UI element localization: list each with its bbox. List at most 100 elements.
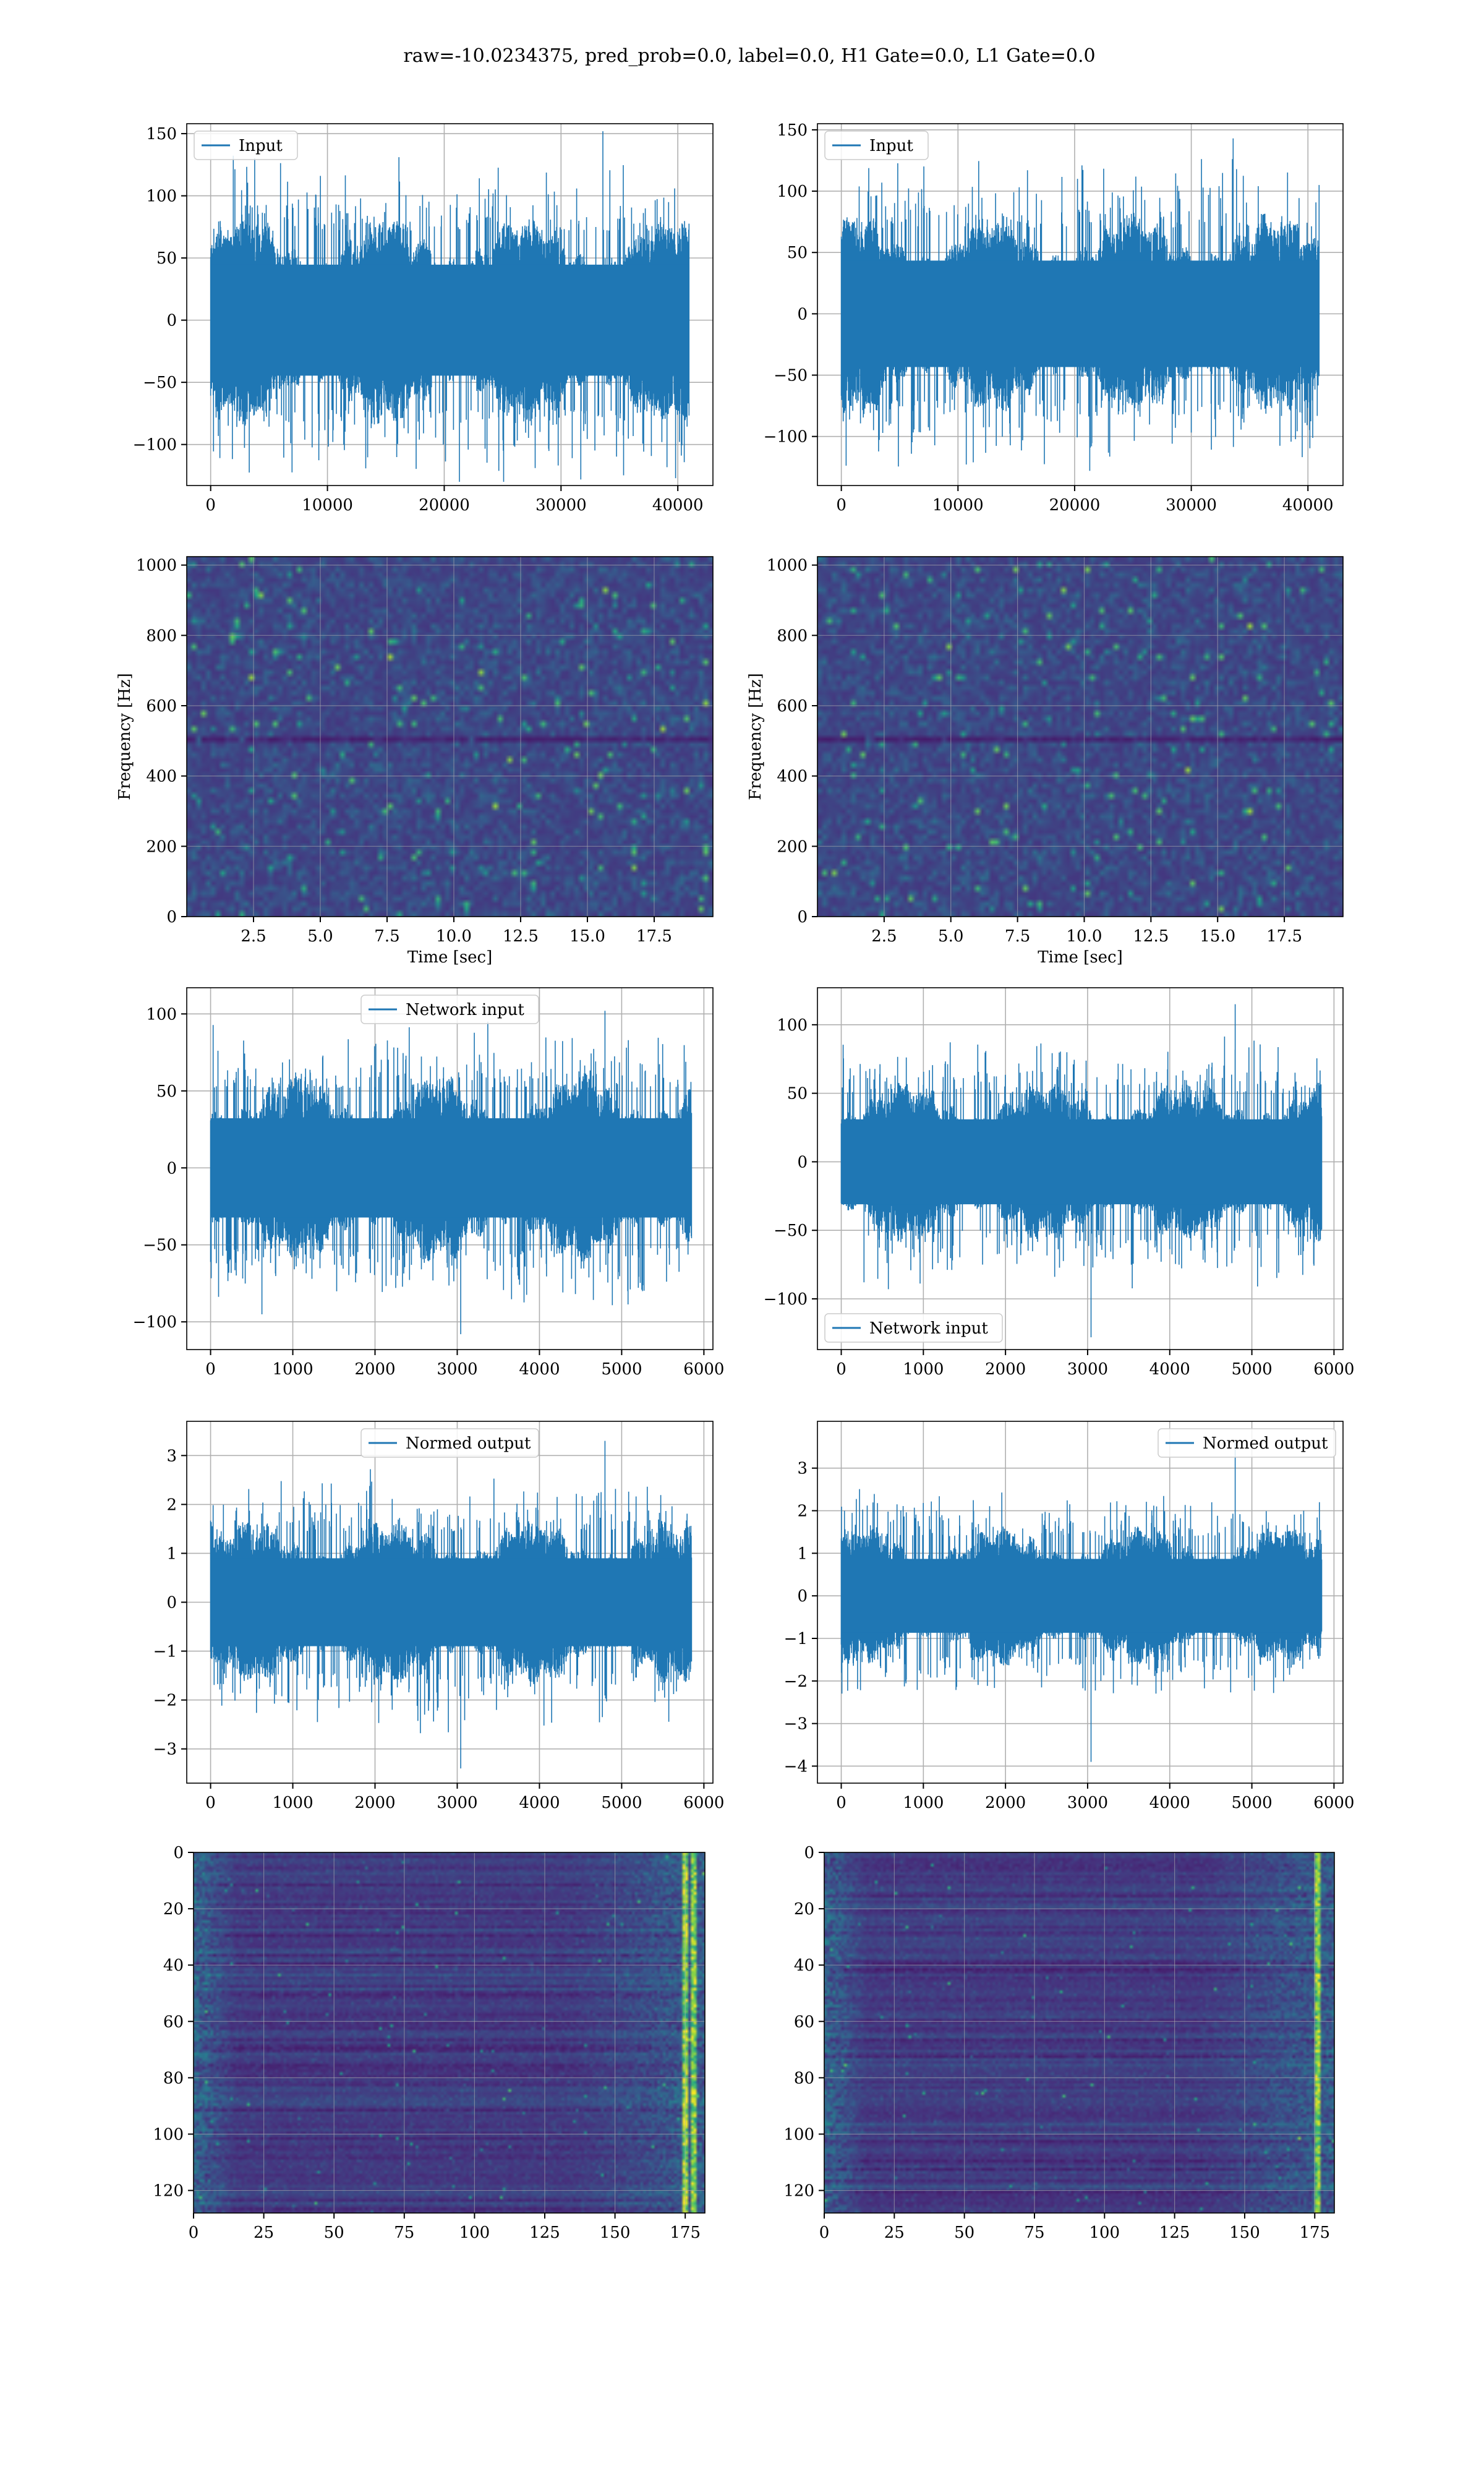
axes-frame <box>824 1852 1335 2214</box>
x-axis-label: Time [sec] <box>1038 948 1123 967</box>
series-core-band <box>841 260 1320 367</box>
x-tick-label: 0 <box>836 1794 846 1812</box>
y-tick-label: 800 <box>777 627 808 645</box>
y-axis-label: Frequency [Hz] <box>116 673 134 800</box>
y-tick-label: 0 <box>797 908 808 927</box>
series-core-band <box>210 264 689 376</box>
x-tick-label: 5000 <box>1231 1360 1272 1379</box>
axes-frame <box>186 1421 714 1784</box>
y-tick-label: 150 <box>777 121 808 140</box>
y-tick-label: −100 <box>133 436 177 455</box>
y-tick-label: 400 <box>777 768 808 786</box>
y-tick-label: 100 <box>783 2125 814 2144</box>
axes-frame <box>186 123 714 486</box>
y-tick-label: 2 <box>797 1502 808 1521</box>
x-tick-label: 25 <box>254 2224 274 2242</box>
x-tick-label: 6000 <box>1313 1794 1354 1812</box>
y-tick-label: 80 <box>163 2069 184 2087</box>
spectrogram-image <box>187 557 713 917</box>
x-tick-label: 20000 <box>419 496 470 515</box>
axes-frame <box>817 123 1344 486</box>
x-tick-label: 5000 <box>601 1360 642 1379</box>
x-tick-label: 3000 <box>437 1360 477 1379</box>
x-tick-label: 150 <box>1229 2224 1260 2242</box>
y-tick-label: −2 <box>784 1672 808 1691</box>
y-tick-label: −1 <box>784 1630 808 1648</box>
y-tick-label: 80 <box>794 2069 814 2087</box>
y-tick-label: 200 <box>146 837 177 856</box>
axes-frame <box>817 987 1344 1350</box>
y-tick-label: 400 <box>146 768 177 786</box>
y-tick-label: 40 <box>163 1956 184 1975</box>
x-tick-label: 3000 <box>437 1794 477 1812</box>
y-axis-label: Frequency [Hz] <box>746 673 765 800</box>
figure-suptitle: raw=-10.0234375, pred_prob=0.0, label=0.… <box>403 45 1095 67</box>
legend: Network input <box>360 995 539 1024</box>
series-core-band <box>210 1118 692 1218</box>
y-tick-label: −4 <box>784 1757 808 1776</box>
y-tick-label: −2 <box>153 1692 177 1710</box>
x-tick-label: 2000 <box>985 1794 1026 1812</box>
x-tick-label: 75 <box>1024 2224 1044 2242</box>
y-tick-label: 0 <box>797 1153 808 1171</box>
y-tick-label: 60 <box>794 2013 814 2031</box>
x-tick-label: 5.0 <box>307 927 333 946</box>
x-tick-label: 15.0 <box>1200 927 1235 946</box>
x-tick-label: 2000 <box>354 1360 395 1379</box>
feature-map-image <box>824 1852 1334 2213</box>
x-tick-label: 0 <box>189 2224 199 2242</box>
y-tick-label: 2 <box>166 1496 177 1514</box>
y-tick-label: 1000 <box>136 557 177 575</box>
y-tick-label: 3 <box>797 1460 808 1478</box>
y-tick-label: 1 <box>797 1544 808 1563</box>
legend: Normed output <box>1158 1428 1336 1458</box>
y-tick-label: 100 <box>146 187 177 206</box>
x-tick-label: 3000 <box>1067 1794 1108 1812</box>
legend-label: Normed output <box>406 1434 531 1453</box>
legend-label: Input <box>239 137 283 155</box>
y-tick-label: −50 <box>143 1236 177 1255</box>
y-tick-label: 600 <box>146 697 177 716</box>
subplot-input-h: 0 10000 20000 30000 40000 −100 −50 0 50 100 150 Inp… <box>133 123 714 515</box>
x-tick-label: 125 <box>529 2224 560 2242</box>
subplot-norm-h: 0 1000 2000 3000 4000 5000 6000 −3 −2 −1 0 1 2 3 Norme… <box>153 1421 724 1812</box>
series-core-band <box>210 1558 692 1646</box>
subplot-net-h: 0 1000 2000 3000 4000 5000 6000 −100 −50 0 50 100 Ne… <box>133 987 724 1379</box>
y-tick-label: −50 <box>774 1222 808 1240</box>
y-tick-label: 1 <box>166 1544 177 1563</box>
y-tick-label: 150 <box>146 125 177 143</box>
x-tick-label: 1000 <box>272 1794 313 1812</box>
y-tick-label: 0 <box>166 1594 177 1612</box>
x-tick-label: 0 <box>819 2224 830 2242</box>
legend-label: Network input <box>406 1001 524 1019</box>
y-tick-label: 0 <box>804 1844 814 1862</box>
y-tick-label: 120 <box>153 2182 184 2201</box>
x-tick-label: 2000 <box>354 1794 395 1812</box>
x-tick-label: 10000 <box>302 496 353 515</box>
y-tick-label: 0 <box>166 312 177 330</box>
legend-box <box>824 1313 1003 1343</box>
x-tick-label: 175 <box>1299 2224 1330 2242</box>
x-tick-label: 50 <box>324 2224 344 2242</box>
x-tick-label: 75 <box>394 2224 414 2242</box>
legend-box <box>360 1428 539 1458</box>
y-tick-label: 800 <box>146 627 177 645</box>
series-core-band <box>841 1559 1322 1633</box>
legend-label: Network input <box>869 1319 988 1338</box>
x-tick-label: 5000 <box>1231 1794 1272 1812</box>
subplot-spec-h: 2.5 5.0 7.5 10.0 12.5 15.0 17.5 0 200 400 600 800 10… <box>116 556 714 967</box>
subplot-spec-l: 2.5 5.0 7.5 10.0 12.5 15.0 17.5 0 200 400 600 800 10… <box>746 556 1344 967</box>
x-tick-label: 6000 <box>683 1794 724 1812</box>
y-tick-label: −100 <box>764 428 808 447</box>
y-tick-label: 40 <box>794 1956 814 1975</box>
x-tick-label: 125 <box>1159 2224 1190 2242</box>
spectrogram-image <box>817 557 1343 917</box>
y-tick-label: −100 <box>133 1313 177 1332</box>
axes-frame <box>193 1852 706 2214</box>
x-tick-label: 175 <box>670 2224 701 2242</box>
y-tick-label: 50 <box>787 244 808 262</box>
x-tick-label: 50 <box>954 2224 974 2242</box>
x-tick-label: 20000 <box>1049 496 1101 515</box>
x-tick-label: 0 <box>836 496 846 515</box>
